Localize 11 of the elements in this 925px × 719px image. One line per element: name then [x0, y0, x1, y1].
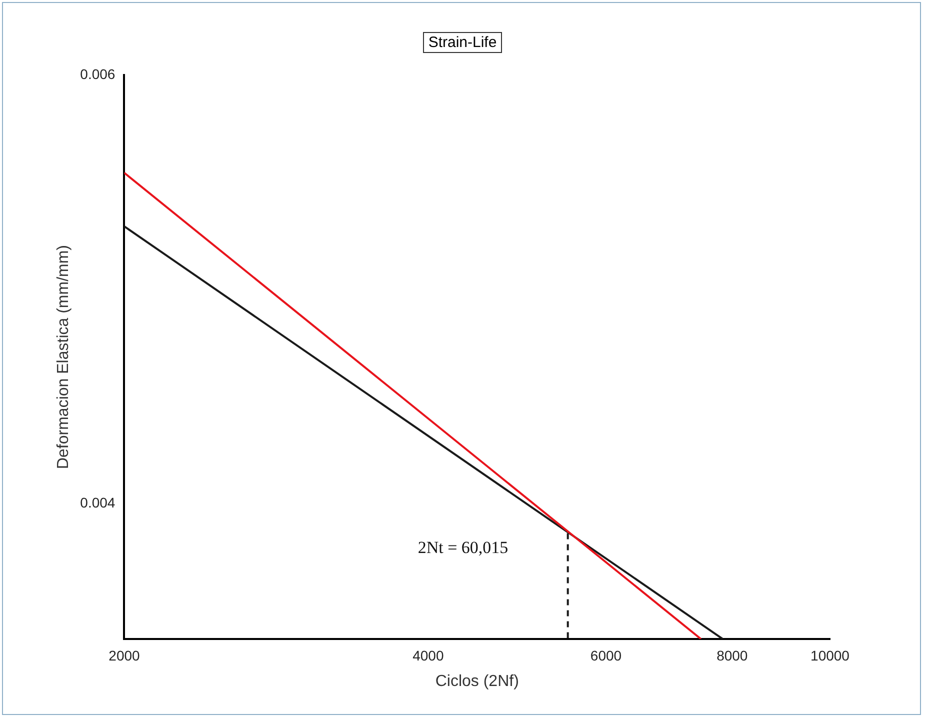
y-axis-title: Deformacion Elastica (mm/mm): [55, 244, 72, 470]
x-tick-label: 10000: [810, 647, 850, 664]
x-tick-label: 6000: [590, 647, 622, 664]
y-tick-label: 0.006: [80, 66, 116, 82]
x-tick-label: 4000: [412, 647, 444, 664]
x-axis-title: Ciclos (2Nf): [435, 672, 519, 690]
chart-title: Strain-Life: [423, 32, 502, 53]
x-tick-label: 2000: [108, 647, 140, 664]
y-tick-label: 0.004: [80, 494, 116, 511]
x-tick-label: 8000: [716, 647, 748, 664]
annotation: 2Nt = 60,015: [418, 538, 508, 558]
